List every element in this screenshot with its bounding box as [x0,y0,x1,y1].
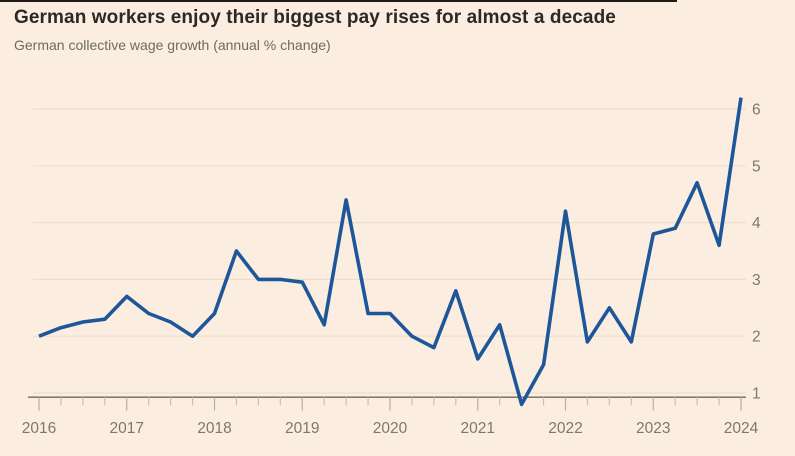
chart-title: German workers enjoy their biggest pay r… [14,7,616,28]
x-tick-label: 2022 [548,420,582,437]
x-tick-label: 2018 [197,420,231,437]
y-tick-label: 1 [752,386,761,403]
x-tick-label: 2021 [461,420,495,437]
x-tick-label: 2020 [373,420,408,437]
x-tick-label: 2019 [285,420,319,437]
chart-subtitle: German collective wage growth (annual % … [14,37,331,53]
y-tick-label: 2 [752,329,761,346]
y-tick-label: 5 [752,158,761,175]
y-tick-label: 4 [752,215,761,232]
wage-growth-series-line [38,97,743,407]
x-tick-label: 2017 [110,420,144,437]
x-tick-label: 2024 [724,420,759,437]
x-tick-label: 2016 [22,420,56,437]
x-tick-label: 2023 [636,420,670,437]
y-tick-label: 3 [752,272,761,289]
top-rule [0,0,677,2]
y-tick-label: 6 [752,102,761,119]
